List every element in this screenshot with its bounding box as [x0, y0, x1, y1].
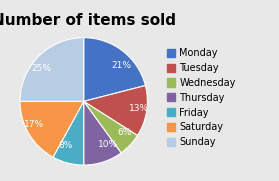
Text: 17%: 17%: [24, 120, 44, 129]
Text: 6%: 6%: [117, 128, 131, 137]
Wedge shape: [84, 101, 121, 165]
Text: 10%: 10%: [98, 140, 118, 150]
Wedge shape: [20, 101, 84, 157]
Text: 13%: 13%: [129, 104, 149, 113]
Wedge shape: [84, 101, 138, 153]
Text: 25%: 25%: [31, 64, 51, 73]
Wedge shape: [20, 38, 84, 101]
Wedge shape: [53, 101, 84, 165]
Text: 21%: 21%: [112, 61, 132, 70]
Wedge shape: [84, 38, 145, 101]
Text: 8%: 8%: [58, 141, 72, 150]
Legend: Monday, Tuesday, Wednesday, Thursday, Friday, Saturday, Sunday: Monday, Tuesday, Wednesday, Thursday, Fr…: [167, 48, 236, 147]
Text: Number of items sold: Number of items sold: [0, 13, 176, 28]
Wedge shape: [84, 85, 147, 136]
